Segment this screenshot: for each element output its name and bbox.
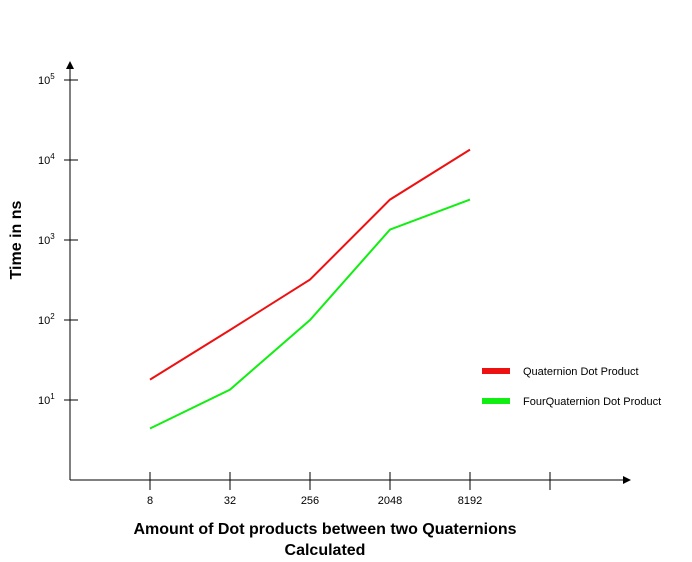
series-line-fourquaternion-dot-product [149, 198, 471, 430]
x-tick-label: 8192 [458, 495, 482, 507]
series-lines [149, 148, 471, 430]
y-tick-base: 10 [38, 235, 50, 247]
x-tick-label: 256 [301, 495, 319, 507]
y-tick-label: 104 [38, 152, 55, 167]
y-tick-label: 101 [38, 392, 55, 407]
legend-label: Quaternion Dot Product [523, 366, 639, 378]
y-tick-base: 10 [38, 155, 50, 167]
y-tick-label: 105 [38, 72, 55, 87]
y-tick-label: 102 [38, 312, 55, 327]
series-line-quaternion-dot-product [149, 148, 471, 381]
legend-swatch [482, 368, 510, 374]
y-axis-label: Time in ns [8, 200, 25, 279]
y-tick-label: 103 [38, 232, 55, 247]
x-tick-label: 32 [224, 495, 236, 507]
x-ticks: 8 32 256 2048 8192 [147, 472, 551, 507]
x-tick-label: 8 [147, 495, 153, 507]
legend-label: FourQuaternion Dot Product [523, 396, 661, 408]
axes [66, 61, 631, 484]
legend-swatch [482, 398, 510, 404]
y-tick-base: 10 [38, 395, 50, 407]
y-tick-exponent: 3 [50, 232, 55, 241]
x-axis-label-line-2: Calculated [284, 542, 366, 559]
y-tick-exponent: 1 [50, 392, 55, 401]
legend: Quaternion Dot Product FourQuaternion Dot… [482, 366, 661, 408]
y-tick-exponent: 5 [50, 72, 55, 81]
x-axis-label: Amount of Dot products between two Quate… [75, 519, 575, 561]
x-axis-label-line-1: Amount of Dot products between two Quate… [133, 521, 517, 538]
y-tick-exponent: 2 [50, 312, 55, 321]
x-tick-label: 2048 [378, 495, 402, 507]
y-tick-exponent: 4 [50, 152, 55, 161]
y-tick-base: 10 [38, 75, 50, 87]
y-tick-base: 10 [38, 315, 50, 327]
